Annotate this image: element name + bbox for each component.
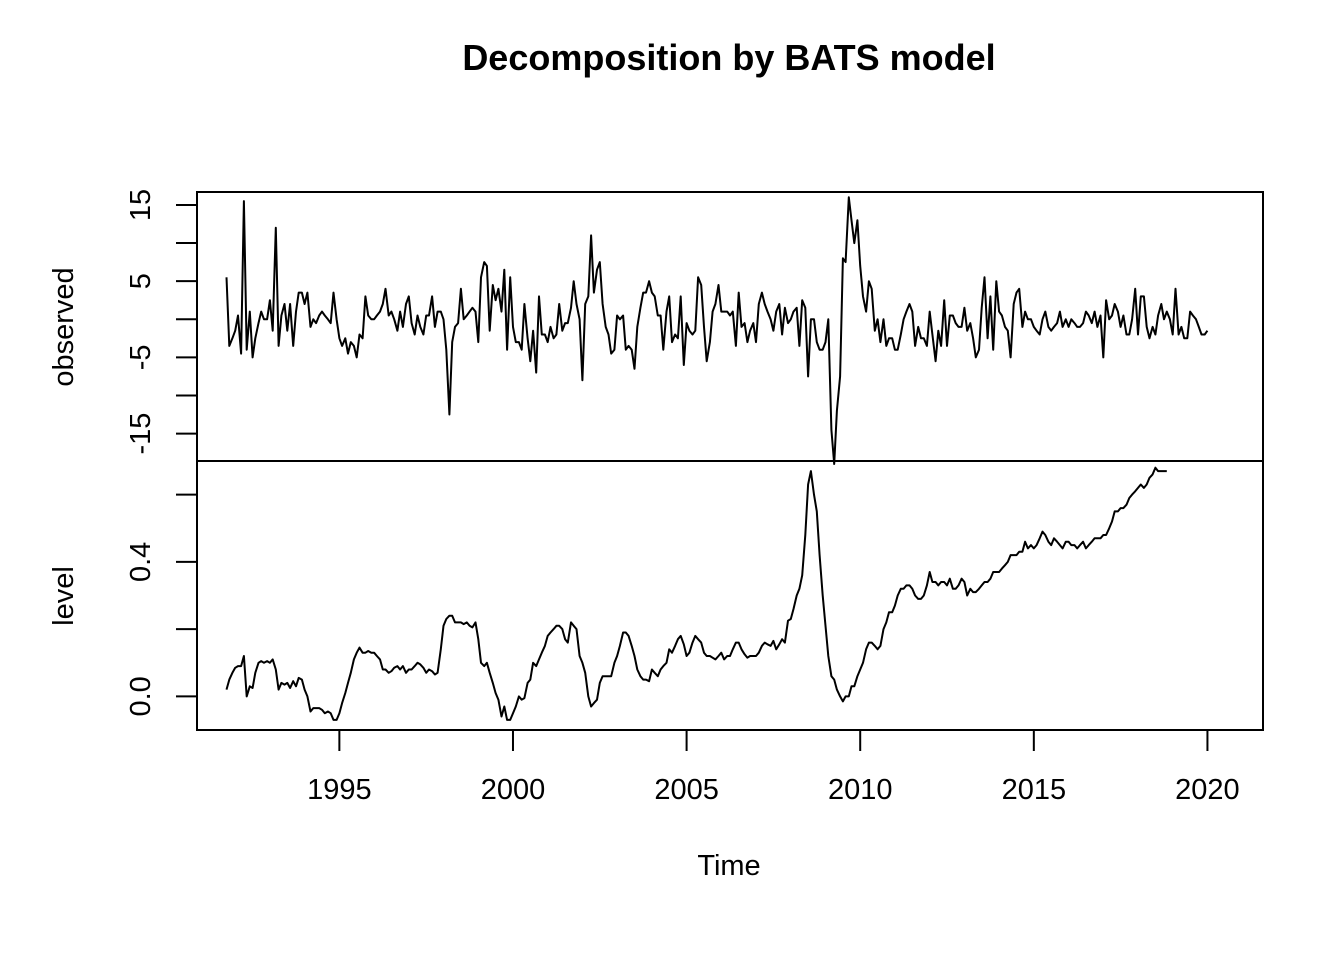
x-tick-label: 2010 <box>828 774 893 806</box>
observed-y-tick-label: 5 <box>125 273 157 289</box>
level-y-axis: 0.0 0.4 <box>125 493 197 717</box>
x-tick-label: 1995 <box>307 774 372 806</box>
panel-level: 0.0 0.4 level <box>48 460 1264 731</box>
x-tick-label: 2005 <box>654 774 719 806</box>
panel-observed-frame <box>196 191 1264 462</box>
x-axis: 1995 2000 2005 2010 2015 2020 <box>307 729 1240 806</box>
level-y-tick-label: 0.4 <box>125 542 157 582</box>
chart-title: Decomposition by BATS model <box>462 37 995 78</box>
observed-y-axis: -15 -5 5 15 <box>125 189 197 455</box>
x-tick-label: 2020 <box>1175 774 1240 806</box>
observed-y-axis-label: observed <box>48 267 80 386</box>
x-axis-label: Time <box>697 850 760 882</box>
level-y-axis-label: level <box>48 566 80 626</box>
level-y-tick-label: 0.0 <box>125 676 157 716</box>
observed-y-tick-label: -5 <box>125 344 157 370</box>
x-tick-label: 2015 <box>1002 774 1067 806</box>
observed-y-tick-label: -15 <box>125 413 157 455</box>
observed-series-line <box>225 196 1209 465</box>
panel-level-frame <box>196 460 1264 731</box>
panel-observed: -15 -5 5 15 observed <box>48 189 1264 465</box>
level-series-line <box>225 466 1167 721</box>
observed-y-tick-label: 15 <box>125 189 157 221</box>
x-tick-label: 2000 <box>481 774 546 806</box>
